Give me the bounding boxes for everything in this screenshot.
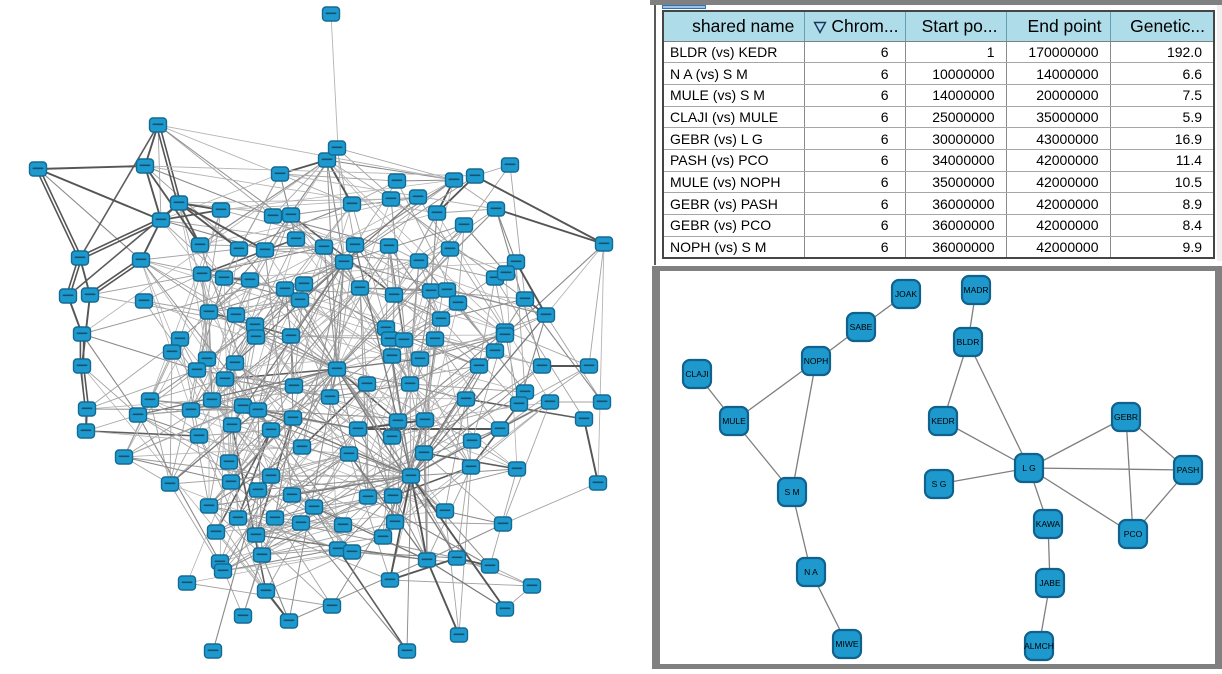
svg-text:S M: S M [784, 487, 799, 497]
svg-text:SABE: SABE [850, 322, 873, 332]
svg-text:GEBR: GEBR [1114, 412, 1138, 422]
svg-text:MULE: MULE [722, 416, 746, 426]
svg-text:L G: L G [1022, 463, 1035, 473]
svg-text:MIWE: MIWE [835, 639, 858, 649]
svg-text:S G: S G [932, 479, 947, 489]
svg-text:KEDR: KEDR [931, 416, 955, 426]
svg-text:PASH: PASH [1177, 465, 1200, 475]
svg-text:BLDR: BLDR [957, 337, 980, 347]
svg-text:MADR: MADR [963, 285, 988, 295]
svg-text:CLAJI: CLAJI [685, 369, 708, 379]
svg-text:KAWA: KAWA [1036, 519, 1061, 529]
svg-text:PCO: PCO [1124, 529, 1143, 539]
svg-text:JABE: JABE [1039, 578, 1061, 588]
svg-text:ALMCH: ALMCH [1024, 641, 1054, 651]
svg-text:JOAK: JOAK [895, 289, 918, 299]
svg-text:NOPH: NOPH [804, 356, 829, 366]
svg-text:N A: N A [804, 567, 818, 577]
